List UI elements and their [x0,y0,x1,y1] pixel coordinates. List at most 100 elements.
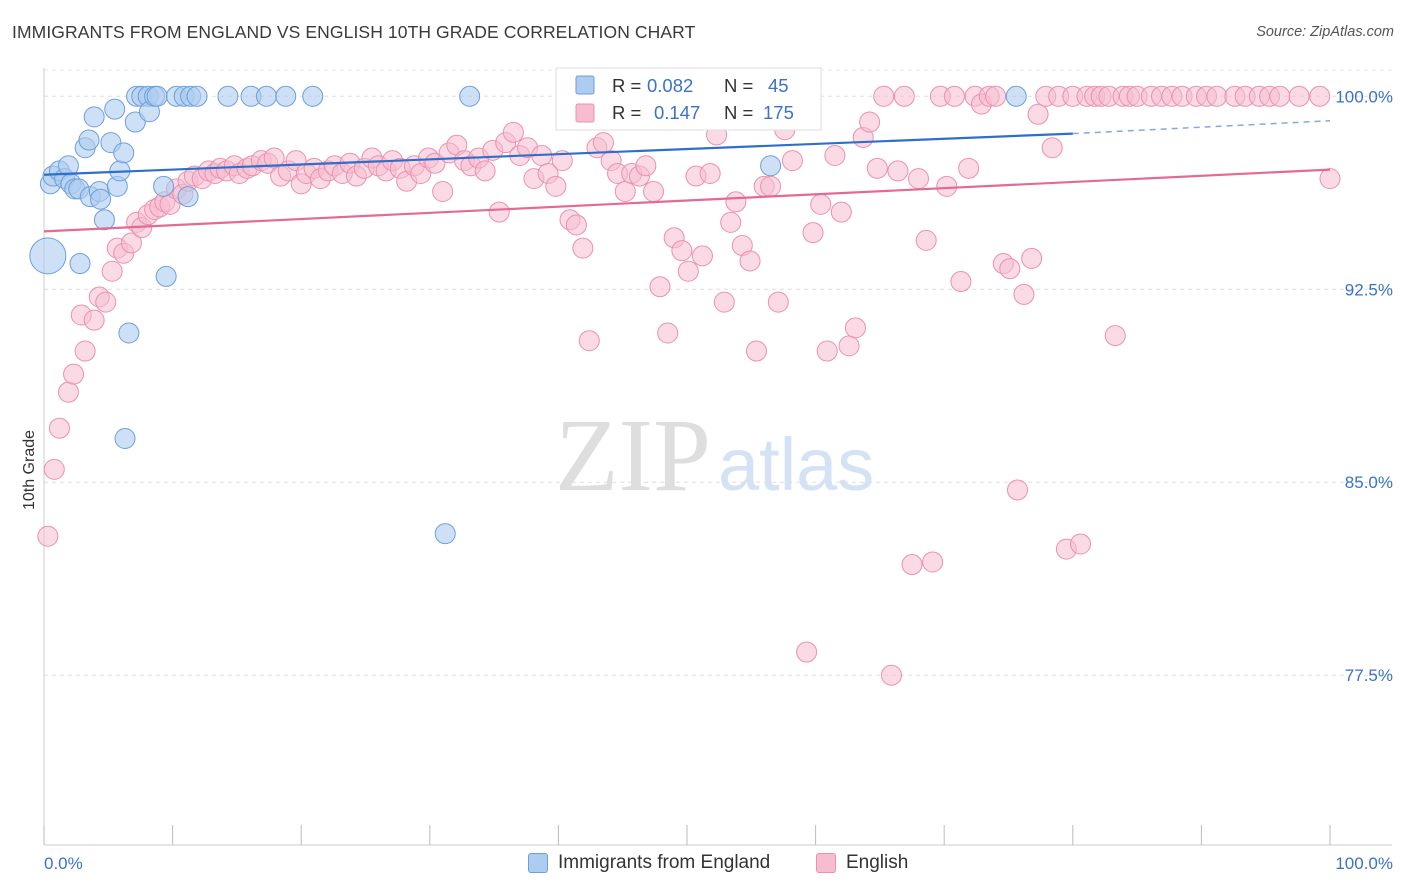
english-point [796,641,818,663]
english-point [677,260,699,282]
english-point [95,291,117,313]
watermark-atlas: atlas [718,423,874,506]
immigrants-point [90,188,112,210]
english-point [907,168,929,190]
english-point [745,340,767,362]
english-point [958,157,980,179]
immigrants-point [186,85,208,107]
immigrants-point [760,155,782,177]
english-point [760,175,782,197]
english-point [838,335,860,357]
english-point [1206,85,1228,107]
english-point [614,180,636,202]
legend-n-value-2: 175 [763,102,794,123]
legend-r-label-1: R = [612,75,641,96]
stats-legend-box [555,67,822,131]
stats-legend: R = 0.082 N = 45 R = 0.147 N = 175 [555,67,822,131]
english-point [488,201,510,223]
immigrants-point [113,142,135,164]
watermark-zip: ZIP [555,398,711,513]
english-point [671,240,693,262]
english-point [572,237,594,259]
english-point [999,258,1021,280]
bottom-legend-label-immigrants: Immigrants from England [558,852,771,873]
immigrants-point [217,85,239,107]
english-point [936,175,958,197]
legend-r-value-2: 0.147 [654,102,700,123]
english-point [816,340,838,362]
y-axis-label: 10th Grade [21,430,38,510]
english-point [120,232,142,254]
english-point [657,322,679,344]
english-point [578,330,600,352]
english-point [887,160,909,182]
english-point [781,150,803,172]
bottom-legend-label-english: English [846,852,909,873]
immigrants-point [69,253,91,275]
english-point [720,211,742,233]
immigrants-point [118,322,140,344]
immigrants-point [153,175,175,197]
english-point [643,180,665,202]
series-english-points [37,85,1341,686]
english-point [880,664,902,686]
english-point [432,180,454,202]
english-point [1041,137,1063,159]
immigrants-point [434,523,456,545]
legend-r-value-1: 0.082 [647,75,693,96]
immigrants-point [177,186,199,208]
english-point [592,132,614,154]
english-trend-line [43,168,1331,233]
english-point [725,191,747,213]
bottom-legend-item-english: English [816,852,908,874]
english-point [83,309,105,331]
english-point [767,291,789,313]
chart-title: IMMIGRANTS FROM ENGLAND VS ENGLISH 10TH … [12,22,696,42]
english-point [985,85,1007,107]
english-point [1104,325,1126,347]
english-point [565,214,587,236]
immigrants-point [78,129,100,151]
english-point [74,340,96,362]
bottom-legend: Immigrants from England English [0,852,1406,878]
english-point [1007,479,1029,501]
english-point [635,155,657,177]
immigrants-point [93,209,115,231]
immigrants-point [302,85,324,107]
legend-swatch-immigrants [575,75,595,95]
english-point [713,291,735,313]
y-tick-label: 92.5% [1345,280,1393,299]
english-point [1027,103,1049,125]
english-point [63,363,85,385]
english-point [1269,85,1291,107]
english-point [810,193,832,215]
english-point [915,229,937,251]
legend-n-label-2: N = [724,102,753,123]
english-point [866,157,888,179]
bottom-legend-swatch-english [816,853,836,873]
english-point [1013,283,1035,305]
series-immigrants-points [29,85,1027,545]
x-tick-label: 100.0% [1335,854,1393,873]
english-point [43,458,65,480]
axes [43,68,1392,846]
immigrants-point [255,85,277,107]
english-point [1288,85,1310,107]
legend-r-label-2: R = [612,102,641,123]
immigrants-point [1005,85,1027,107]
english-point [943,85,965,107]
tick-labels: 77.5% 85.0% 92.5% 100.0% 0.0% 100.0% [44,87,1393,873]
immigrants-trend-line [43,132,1073,176]
english-point [691,245,713,267]
english-point [551,150,573,172]
english-point [824,144,846,166]
english-point [901,554,923,576]
x-tick-label: 0.0% [44,854,83,873]
english-point [699,162,721,184]
english-point [48,417,70,439]
english-point [950,271,972,293]
english-point [502,121,524,143]
immigrants-point [83,106,105,128]
immigrants-point [104,98,126,120]
